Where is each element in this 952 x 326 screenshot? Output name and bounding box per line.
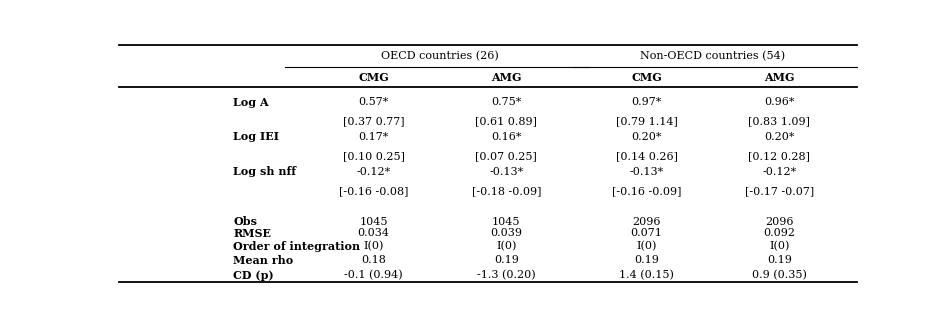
Text: 0.092: 0.092 — [764, 228, 795, 238]
Text: 0.57*: 0.57* — [358, 97, 388, 107]
Text: [-0.16 -0.09]: [-0.16 -0.09] — [612, 186, 682, 197]
Text: I(0): I(0) — [364, 241, 384, 251]
Text: CMG: CMG — [631, 72, 662, 83]
Text: [0.07 0.25]: [0.07 0.25] — [475, 151, 537, 161]
Text: [0.14 0.26]: [0.14 0.26] — [616, 151, 678, 161]
Text: 0.96*: 0.96* — [764, 97, 795, 107]
Text: 1045: 1045 — [492, 216, 521, 227]
Text: [0.83 1.09]: [0.83 1.09] — [748, 116, 810, 126]
Text: Log sh nff: Log sh nff — [233, 166, 296, 177]
Text: Mean rho: Mean rho — [233, 255, 293, 266]
Text: RMSE: RMSE — [233, 228, 271, 239]
Text: Order of integration: Order of integration — [233, 241, 361, 252]
Text: 1.4 (0.15): 1.4 (0.15) — [619, 270, 674, 281]
Text: 2096: 2096 — [765, 216, 794, 227]
Text: AMG: AMG — [491, 72, 522, 83]
Text: 0.039: 0.039 — [490, 228, 523, 238]
Text: 0.034: 0.034 — [358, 228, 389, 238]
Text: 0.97*: 0.97* — [631, 97, 662, 107]
Text: 0.75*: 0.75* — [491, 97, 522, 107]
Text: 0.9 (0.35): 0.9 (0.35) — [752, 270, 806, 281]
Text: CD (p): CD (p) — [233, 270, 274, 281]
Text: -0.1 (0.94): -0.1 (0.94) — [345, 270, 403, 281]
Text: 0.19: 0.19 — [767, 255, 792, 265]
Text: 0.20*: 0.20* — [764, 132, 795, 142]
Text: -0.12*: -0.12* — [763, 167, 797, 177]
Text: -1.3 (0.20): -1.3 (0.20) — [477, 270, 536, 281]
Text: I(0): I(0) — [496, 241, 517, 251]
Text: 0.071: 0.071 — [630, 228, 663, 238]
Text: -0.13*: -0.13* — [629, 167, 664, 177]
Text: [0.37 0.77]: [0.37 0.77] — [343, 116, 405, 126]
Text: 1045: 1045 — [359, 216, 387, 227]
Text: 0.18: 0.18 — [361, 255, 386, 265]
Text: 2096: 2096 — [632, 216, 661, 227]
Text: 0.20*: 0.20* — [631, 132, 662, 142]
Text: [0.10 0.25]: [0.10 0.25] — [343, 151, 405, 161]
Text: [-0.16 -0.08]: [-0.16 -0.08] — [339, 186, 408, 197]
Text: -0.13*: -0.13* — [489, 167, 524, 177]
Text: [-0.17 -0.07]: [-0.17 -0.07] — [744, 186, 814, 197]
Text: Log A: Log A — [233, 97, 269, 108]
Text: 0.16*: 0.16* — [491, 132, 522, 142]
Text: Non-OECD countries (54): Non-OECD countries (54) — [641, 51, 785, 61]
Text: 0.19: 0.19 — [494, 255, 519, 265]
Text: [-0.18 -0.09]: [-0.18 -0.09] — [471, 186, 541, 197]
Text: Obs: Obs — [233, 216, 257, 227]
Text: I(0): I(0) — [636, 241, 657, 251]
Text: [0.12 0.28]: [0.12 0.28] — [748, 151, 810, 161]
Text: AMG: AMG — [764, 72, 795, 83]
Text: 0.17*: 0.17* — [358, 132, 388, 142]
Text: Log IEI: Log IEI — [233, 131, 279, 142]
Text: I(0): I(0) — [769, 241, 789, 251]
Text: OECD countries (26): OECD countries (26) — [381, 51, 499, 61]
Text: -0.12*: -0.12* — [356, 167, 390, 177]
Text: 0.19: 0.19 — [634, 255, 659, 265]
Text: [0.79 1.14]: [0.79 1.14] — [616, 116, 678, 126]
Text: CMG: CMG — [358, 72, 389, 83]
Text: [0.61 0.89]: [0.61 0.89] — [475, 116, 537, 126]
